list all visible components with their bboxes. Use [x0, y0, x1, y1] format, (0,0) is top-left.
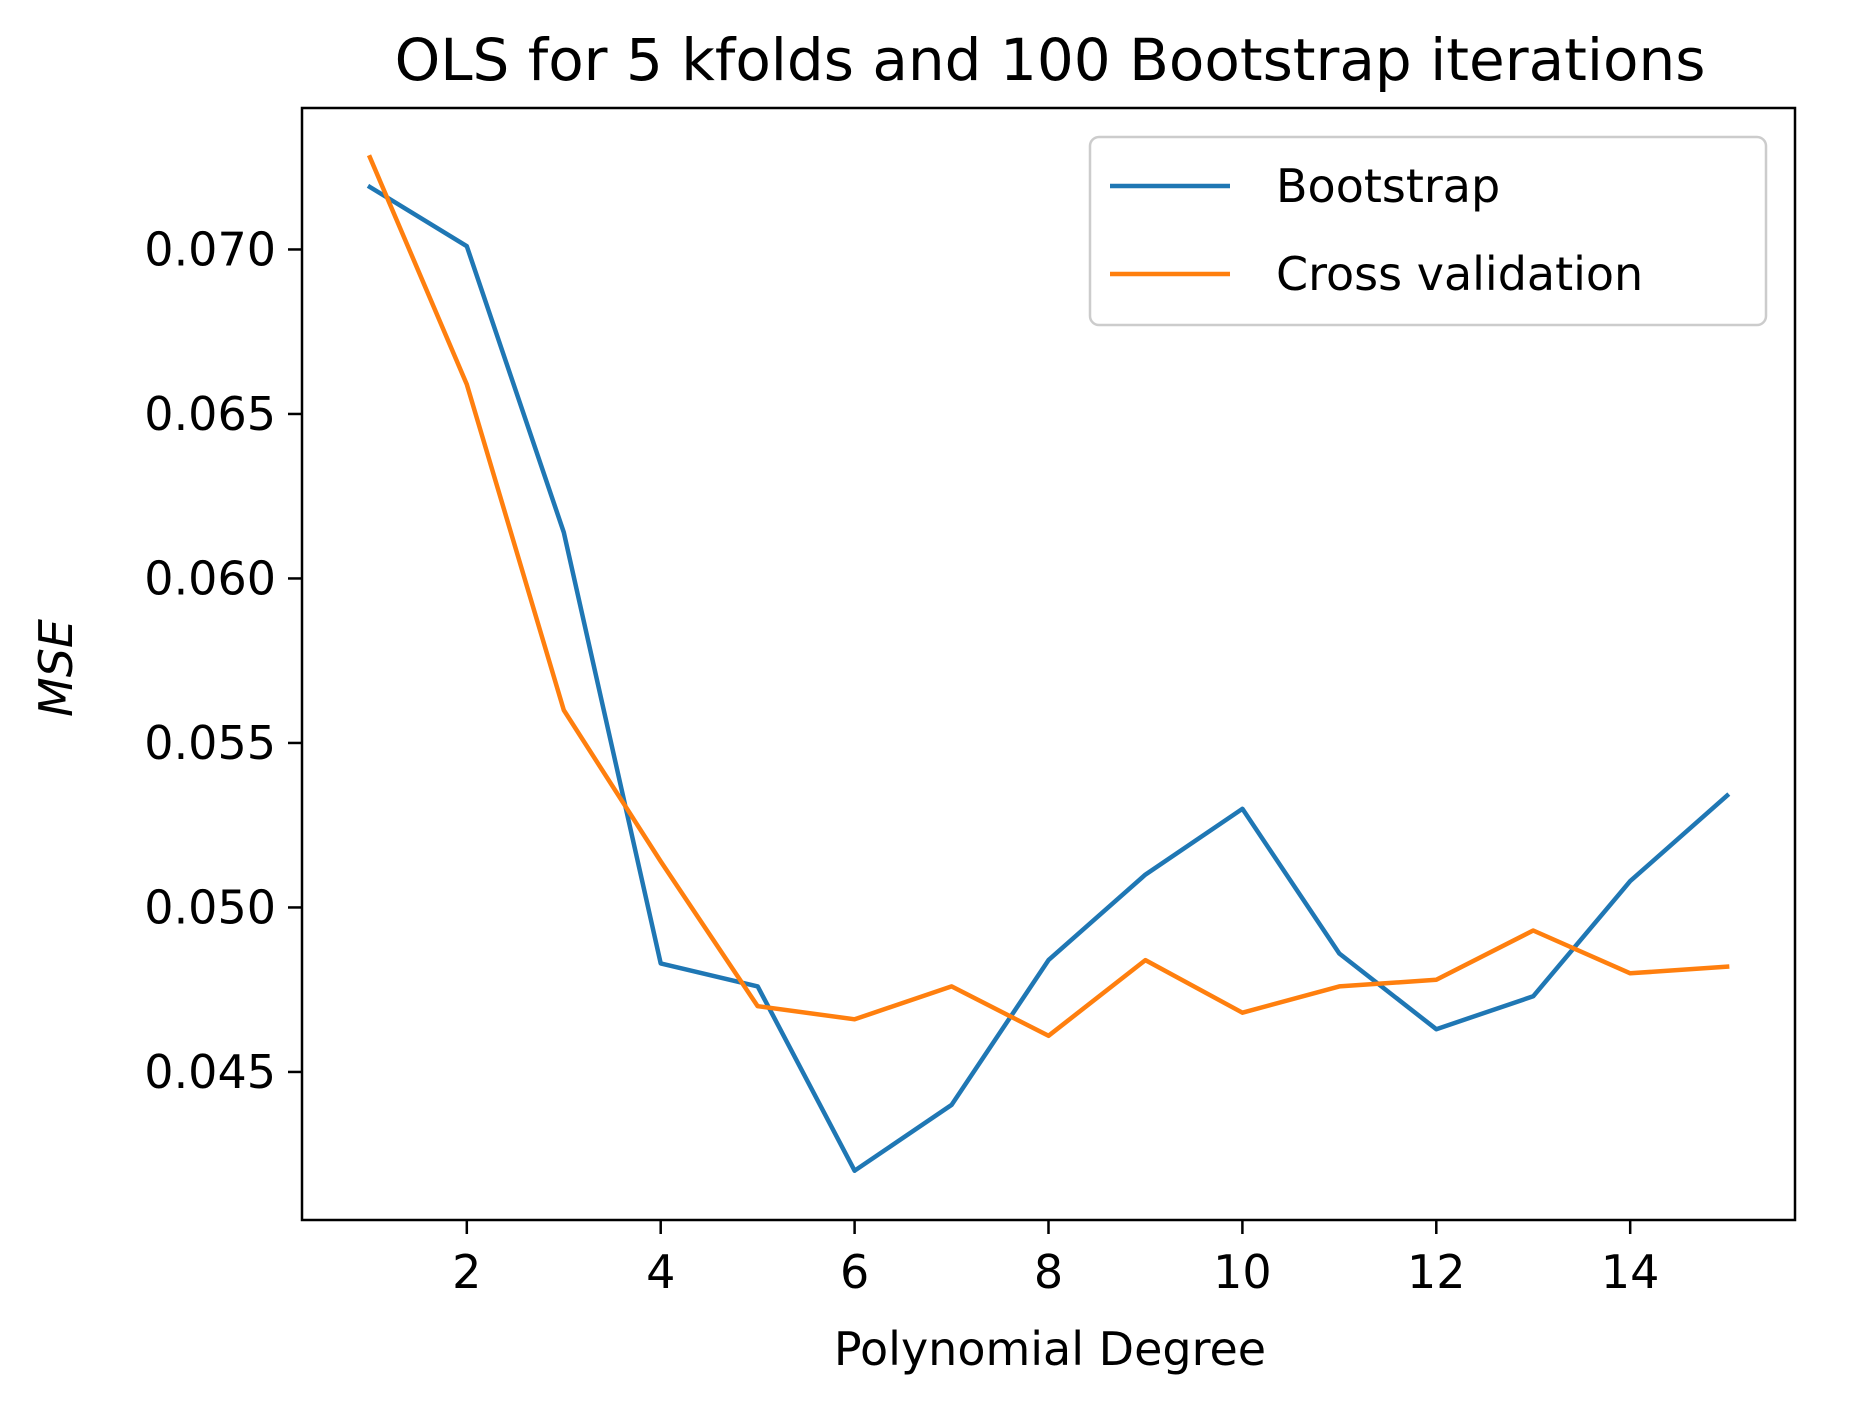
y-axis: 0.045 0.050 0.055 0.060 0.065 0.070	[144, 222, 302, 1099]
x-tick-label: 4	[646, 1245, 675, 1299]
legend-label-1: Cross validation	[1276, 247, 1643, 301]
x-tick-label: 10	[1213, 1245, 1272, 1299]
x-axis: 2 4 6 8 10 12 14	[452, 1220, 1659, 1299]
chart-title: OLS for 5 kfolds and 100 Bootstrap itera…	[395, 26, 1706, 94]
legend-label-0: Bootstrap	[1276, 159, 1500, 213]
y-axis-label: MSE	[29, 619, 83, 717]
series-line-0	[366, 183, 1731, 1173]
x-tick-label: 6	[840, 1245, 869, 1299]
y-tick-label: 0.055	[144, 716, 276, 770]
x-tick-label: 14	[1601, 1245, 1660, 1299]
x-tick-label: 12	[1407, 1245, 1466, 1299]
y-tick-label: 0.060	[144, 551, 276, 605]
x-axis-label: Polynomial Degree	[834, 1322, 1266, 1376]
y-tick-label: 0.065	[144, 387, 276, 441]
legend: Bootstrap Cross validation	[1088, 135, 1768, 327]
y-tick-label: 0.045	[144, 1045, 276, 1099]
y-tick-label: 0.070	[144, 222, 276, 276]
x-tick-label: 2	[452, 1245, 481, 1299]
x-tick-label: 8	[1034, 1245, 1063, 1299]
y-tick-label: 0.050	[144, 880, 276, 934]
legend-box	[1088, 135, 1768, 327]
series-line-1	[366, 154, 1730, 1039]
